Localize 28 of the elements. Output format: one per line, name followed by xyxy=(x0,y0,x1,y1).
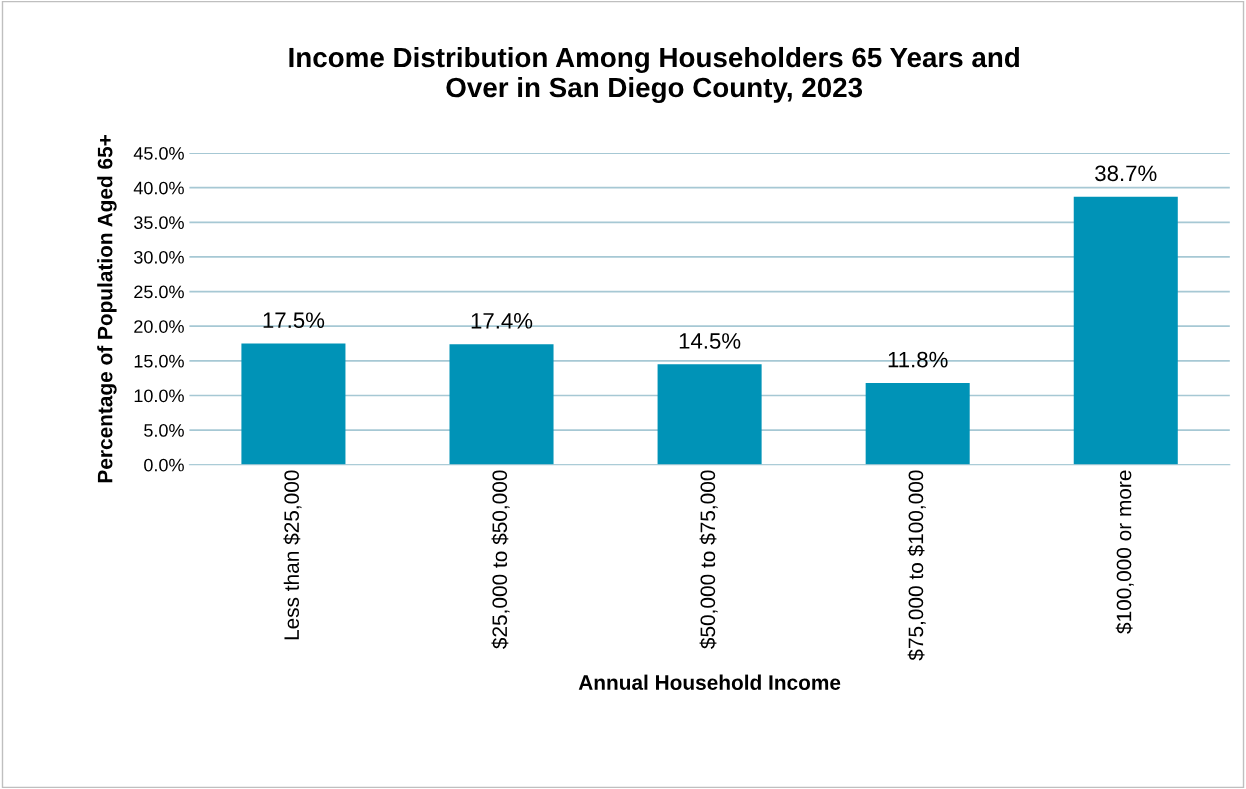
y-tick-label: 30.0% xyxy=(134,250,184,264)
chart-title: Income Distribution Among Householders 65 Years and Over in San Diego County, 2023 xyxy=(289,46,1019,103)
y-axis-title: Percentage of Population Aged 65+ xyxy=(97,135,117,483)
y-tick-label: 15.0% xyxy=(134,354,184,368)
x-tick-label: $50,000 to $75,000 xyxy=(699,470,718,649)
bar xyxy=(865,383,970,465)
x-tick-label: $75,000 to $100,000 xyxy=(907,470,926,661)
x-tick-label: $25,000 to $50,000 xyxy=(491,470,510,649)
y-tick-label: 25.0% xyxy=(134,285,184,299)
y-tick-label: 40.0% xyxy=(133,181,184,195)
bar xyxy=(657,364,762,465)
x-axis-title: Annual Household Income xyxy=(578,674,841,690)
data-label: 17.4% xyxy=(471,313,533,329)
y-tick-label: 35.0% xyxy=(134,216,184,230)
y-tick-label: 20.0% xyxy=(134,320,184,333)
bar xyxy=(241,343,346,465)
bar xyxy=(449,344,554,465)
x-tick-label: $100,000 or more xyxy=(1115,470,1134,634)
data-label: 38.7% xyxy=(1095,165,1157,182)
y-tick-label: 10.0% xyxy=(134,389,184,403)
x-tick-label: Less than $25,000 xyxy=(283,470,302,640)
bar xyxy=(1073,196,1178,465)
y-tick-label: 5.0% xyxy=(144,424,184,437)
data-label: 17.5% xyxy=(263,312,325,329)
data-label: 11.8% xyxy=(888,351,948,368)
y-tick-label: 45.0% xyxy=(133,147,184,160)
y-tick-label: 0.0% xyxy=(144,458,184,472)
data-label: 14.5% xyxy=(679,333,741,349)
